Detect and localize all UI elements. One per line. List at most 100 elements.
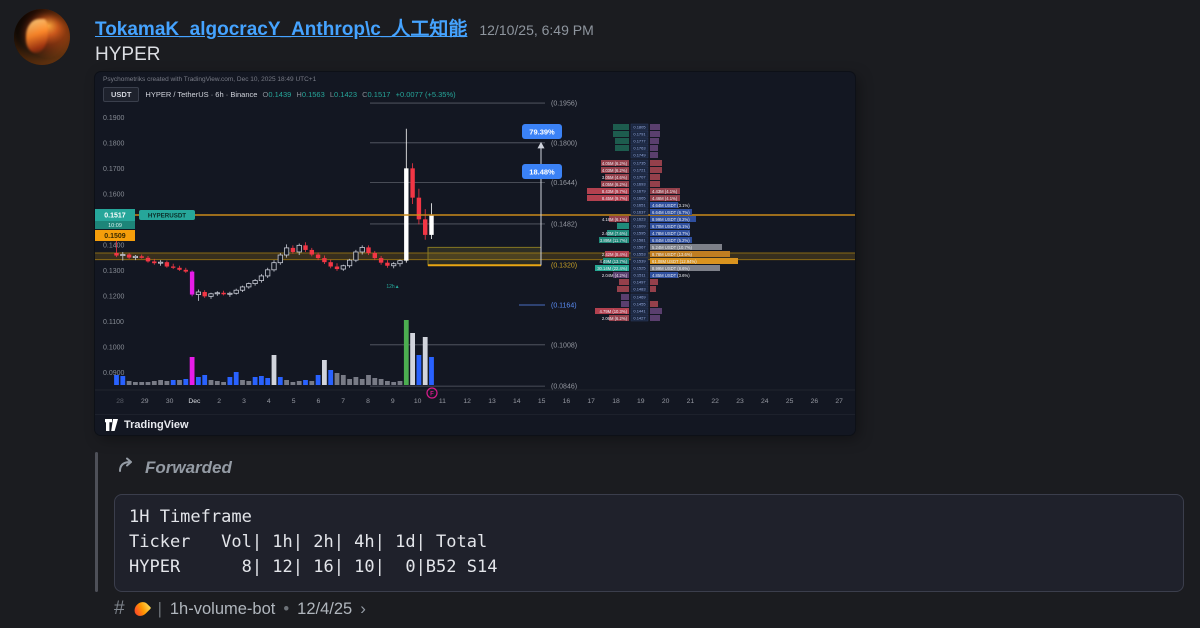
svg-text:16: 16 <box>563 398 571 405</box>
svg-text:18.48%: 18.48% <box>529 168 555 177</box>
svg-text:11: 11 <box>439 398 446 405</box>
svg-text:30.14M (22.4%): 30.14M (22.4%) <box>597 266 627 271</box>
svg-text:7: 7 <box>341 398 345 405</box>
svg-text:28: 28 <box>116 398 124 405</box>
svg-text:4.85M USDT (3.6%): 4.85M USDT (3.6%) <box>652 273 690 278</box>
svg-text:6.70M USDT (6.1%): 6.70M USDT (6.1%) <box>652 224 690 229</box>
svg-text:4.64M USDT (3.1%): 4.64M USDT (3.1%) <box>652 203 690 208</box>
svg-text:2.04M (4.2%): 2.04M (4.2%) <box>602 273 628 278</box>
svg-text:6.84M USDT (5.2%): 6.84M USDT (5.2%) <box>652 238 690 243</box>
channel-name-link[interactable]: 1h-volume-bot <box>169 599 276 618</box>
svg-text:5: 5 <box>292 398 296 405</box>
svg-text:4.78M USDT (3.7%): 4.78M USDT (3.7%) <box>652 231 690 236</box>
svg-text:17: 17 <box>587 398 595 405</box>
svg-text:12: 12 <box>463 398 471 405</box>
svg-text:0.1517: 0.1517 <box>104 213 126 220</box>
svg-text:Dec: Dec <box>188 398 201 405</box>
tradingview-chart-plot[interactable]: (0.1956) (0.1800) (0.1644) (0.1482) (0.1320)… <box>95 72 855 412</box>
svg-text:18: 18 <box>612 398 620 405</box>
svg-text:0.1525: 0.1525 <box>633 266 646 271</box>
svg-text:9: 9 <box>391 398 395 405</box>
svg-text:0.1497: 0.1497 <box>633 280 646 285</box>
svg-text:4.05M (6.2%): 4.05M (6.2%) <box>602 161 628 166</box>
ohlc-close: 0.1517 <box>367 90 391 99</box>
origin-footer[interactable]: # | 1h-volume-bot • 12/4/25 › <box>114 598 366 620</box>
svg-text:30: 30 <box>166 398 174 405</box>
svg-text:0.1623: 0.1623 <box>633 217 646 222</box>
svg-text:6: 6 <box>317 398 321 405</box>
forwarded-label: Forwarded <box>145 457 232 477</box>
footer-date: 12/4/25 <box>297 599 353 618</box>
svg-text:4: 4 <box>267 398 271 405</box>
svg-text:4.43M (4.1%): 4.43M (4.1%) <box>652 189 678 194</box>
timestamp: 12/10/25, 6:49 PM <box>479 22 594 38</box>
svg-text:(0.1164): (0.1164) <box>551 303 577 310</box>
footer-separator: | <box>157 599 162 618</box>
svg-text:0.1553: 0.1553 <box>633 252 646 257</box>
svg-text:14: 14 <box>513 398 521 405</box>
svg-text:8.99M USDT (8.2%): 8.99M USDT (8.2%) <box>652 217 690 222</box>
chart-attachment[interactable]: Psychometriks created with TradingView.c… <box>95 72 855 435</box>
svg-text:10:09: 10:09 <box>108 223 122 229</box>
svg-text:(0.0846): (0.0846) <box>551 384 577 391</box>
svg-text:0.1800: 0.1800 <box>103 140 125 147</box>
svg-text:0.1539: 0.1539 <box>633 259 646 264</box>
svg-text:10: 10 <box>414 398 422 405</box>
svg-text:2.42M (8.4%): 2.42M (8.4%) <box>602 252 628 257</box>
svg-text:0.1595: 0.1595 <box>633 231 646 236</box>
svg-text:4.79M (10.3%): 4.79M (10.3%) <box>600 309 628 314</box>
svg-text:0.1700: 0.1700 <box>103 166 125 173</box>
svg-text:24: 24 <box>761 398 769 405</box>
svg-text:(0.1644): (0.1644) <box>551 180 577 187</box>
svg-text:0.1637: 0.1637 <box>633 210 646 215</box>
svg-text:19: 19 <box>637 398 645 405</box>
svg-text:(0.1956): (0.1956) <box>551 101 577 108</box>
svg-text:0.1581: 0.1581 <box>633 238 646 243</box>
tradingview-label: TradingView <box>124 419 189 431</box>
svg-text:8.45M (9.7%): 8.45M (9.7%) <box>602 196 628 201</box>
avatar[interactable] <box>14 9 70 65</box>
svg-text:4.18M (6.1%): 4.18M (6.1%) <box>602 217 628 222</box>
svg-text:21: 21 <box>687 398 695 405</box>
username-link[interactable]: TokamaK_algocracY_Anthrop\c_人工知能 <box>95 19 468 40</box>
svg-text:0.1200: 0.1200 <box>103 293 125 300</box>
svg-text:8.78M USDT (13.6%): 8.78M USDT (13.6%) <box>652 252 693 257</box>
forward-arrow-icon <box>117 456 137 479</box>
code-block[interactable]: 1H Timeframe Ticker Vol| 1h| 2h| 4h| 1d|… <box>114 494 1184 592</box>
chevron-right-icon: › <box>360 599 366 618</box>
svg-text:0.1749: 0.1749 <box>633 153 646 158</box>
forward-indicator-bar <box>95 452 98 592</box>
svg-text:0.1000: 0.1000 <box>103 344 125 351</box>
svg-text:27: 27 <box>835 398 843 405</box>
currency-toggle-button[interactable]: USDT <box>103 87 140 102</box>
svg-text:0.1721: 0.1721 <box>633 168 646 173</box>
ohlc-high: 0.1563 <box>301 90 325 99</box>
chart-attribution: Psychometriks created with TradingView.c… <box>103 76 317 83</box>
svg-text:0.1100: 0.1100 <box>103 319 124 326</box>
svg-text:4.03M (6.2%): 4.03M (6.2%) <box>602 168 628 173</box>
svg-text:3: 3 <box>242 398 246 405</box>
chart-symbol-row: USDT HYPER / TetherUS · 6h · Binance O0.… <box>103 87 456 102</box>
svg-text:(0.1008): (0.1008) <box>551 342 577 349</box>
symbol-name: HYPER / TetherUS · 6h · Binance <box>145 90 258 99</box>
symbol-info: HYPER / TetherUS · 6h · Binance O0.1439 … <box>145 90 456 99</box>
svg-text:2.06M (6.2%): 2.06M (6.2%) <box>602 316 628 321</box>
svg-text:0.1483: 0.1483 <box>633 287 646 292</box>
svg-text:25: 25 <box>786 398 794 405</box>
svg-text:0.1805: 0.1805 <box>633 125 646 130</box>
code-block-content: 1H Timeframe Ticker Vol| 1h| 2h| 4h| 1d|… <box>129 507 498 577</box>
forwarded-row: Forwarded <box>117 456 232 479</box>
svg-text:8.99M USDT (8.6%): 8.99M USDT (8.6%) <box>652 266 690 271</box>
svg-text:0.1900: 0.1900 <box>103 115 125 122</box>
svg-text:23: 23 <box>736 398 744 405</box>
svg-text:4.05M (6.2%): 4.05M (6.2%) <box>602 182 628 187</box>
svg-text:0.1791: 0.1791 <box>633 132 646 137</box>
svg-text:26: 26 <box>811 398 819 405</box>
svg-text:12h▲: 12h▲ <box>386 284 399 290</box>
ohlc-change: +0.0077 (+5.35%) <box>395 90 456 99</box>
svg-text:4.46M (4.1%): 4.46M (4.1%) <box>652 196 678 201</box>
svg-text:0.1400: 0.1400 <box>103 242 125 249</box>
ohlc-open: 0.1439 <box>268 90 292 99</box>
svg-text:0.1455: 0.1455 <box>633 302 646 307</box>
